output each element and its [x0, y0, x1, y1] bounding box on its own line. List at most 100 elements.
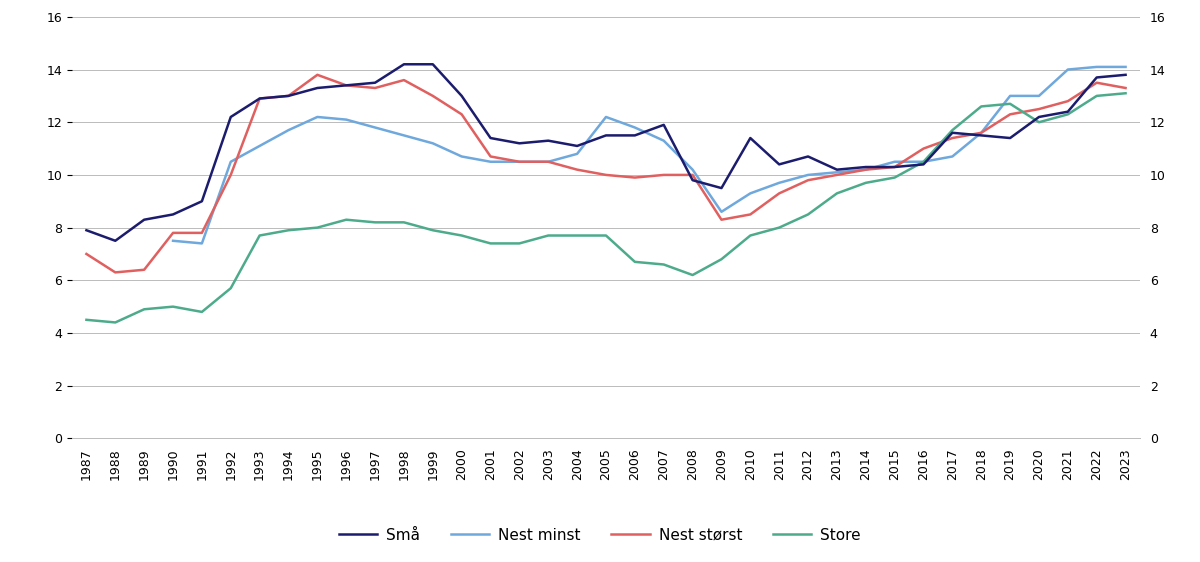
- Store: [1061, 111, 1075, 117]
- Nest minst: [512, 158, 527, 165]
- Nest minst: [714, 209, 728, 215]
- Små: [685, 177, 700, 184]
- Nest størst: [1061, 98, 1075, 105]
- Nest størst: [108, 269, 122, 276]
- Store: [599, 232, 613, 239]
- Små: [888, 164, 902, 170]
- Store: [628, 259, 642, 265]
- Store: [108, 319, 122, 326]
- Nest minst: [223, 158, 238, 165]
- Nest størst: [829, 171, 844, 178]
- Store: [310, 224, 324, 231]
- Nest minst: [281, 127, 295, 134]
- Store: [484, 240, 498, 247]
- Nest størst: [368, 85, 383, 92]
- Nest størst: [743, 211, 757, 218]
- Nest minst: [599, 114, 613, 120]
- Store: [656, 261, 671, 268]
- Nest størst: [800, 177, 815, 184]
- Små: [368, 79, 383, 86]
- Nest minst: [656, 137, 671, 144]
- Nest størst: [1003, 111, 1018, 117]
- Store: [281, 227, 295, 234]
- Store: [685, 271, 700, 278]
- Nest størst: [512, 158, 527, 165]
- Nest minst: [946, 153, 960, 160]
- Store: [1003, 101, 1018, 107]
- Nest størst: [599, 171, 613, 178]
- Nest størst: [1032, 106, 1046, 112]
- Nest minst: [772, 179, 786, 186]
- Nest minst: [685, 166, 700, 173]
- Små: [743, 135, 757, 142]
- Nest størst: [1118, 85, 1133, 92]
- Store: [541, 232, 556, 239]
- Nest størst: [772, 190, 786, 197]
- Store: [166, 303, 180, 310]
- Nest minst: [1003, 93, 1018, 99]
- Nest størst: [974, 129, 989, 136]
- Nest størst: [281, 93, 295, 99]
- Nest størst: [79, 251, 94, 257]
- Store: [772, 224, 786, 231]
- Store: [426, 227, 440, 234]
- Små: [484, 135, 498, 142]
- Små: [974, 132, 989, 139]
- Nest minst: [310, 114, 324, 120]
- Store: [974, 103, 989, 110]
- Nest minst: [1090, 64, 1104, 70]
- Store: [888, 174, 902, 181]
- Nest minst: [800, 171, 815, 178]
- Små: [628, 132, 642, 139]
- Store: [1090, 93, 1104, 99]
- Nest størst: [223, 171, 238, 178]
- Nest størst: [858, 166, 872, 173]
- Store: [340, 216, 354, 223]
- Line: Nest størst: Nest størst: [86, 75, 1126, 273]
- Nest minst: [252, 143, 266, 149]
- Nest størst: [310, 71, 324, 78]
- Store: [1032, 119, 1046, 126]
- Nest minst: [1061, 66, 1075, 73]
- Nest størst: [656, 171, 671, 178]
- Nest minst: [340, 116, 354, 123]
- Store: [455, 232, 469, 239]
- Små: [137, 216, 151, 223]
- Små: [541, 137, 556, 144]
- Små: [281, 93, 295, 99]
- Store: [570, 232, 584, 239]
- Små: [1061, 108, 1075, 115]
- Små: [252, 95, 266, 102]
- Store: [223, 285, 238, 292]
- Små: [946, 129, 960, 136]
- Nest minst: [888, 158, 902, 165]
- Legend: Små, Nest minst, Nest størst, Store: Små, Nest minst, Nest størst, Store: [334, 522, 866, 549]
- Små: [194, 198, 209, 205]
- Nest størst: [137, 266, 151, 273]
- Små: [79, 227, 94, 234]
- Nest minst: [426, 140, 440, 147]
- Nest størst: [426, 93, 440, 99]
- Nest minst: [1032, 93, 1046, 99]
- Nest størst: [194, 229, 209, 236]
- Små: [800, 153, 815, 160]
- Store: [946, 127, 960, 134]
- Store: [252, 232, 266, 239]
- Nest minst: [541, 158, 556, 165]
- Små: [310, 85, 324, 92]
- Små: [1118, 71, 1133, 78]
- Store: [137, 306, 151, 312]
- Små: [1003, 135, 1018, 142]
- Små: [512, 140, 527, 147]
- Små: [340, 82, 354, 89]
- Små: [656, 121, 671, 128]
- Store: [512, 240, 527, 247]
- Nest størst: [541, 158, 556, 165]
- Store: [79, 316, 94, 323]
- Nest størst: [685, 171, 700, 178]
- Nest minst: [484, 158, 498, 165]
- Små: [223, 114, 238, 120]
- Nest minst: [743, 190, 757, 197]
- Nest størst: [888, 164, 902, 170]
- Små: [917, 161, 931, 167]
